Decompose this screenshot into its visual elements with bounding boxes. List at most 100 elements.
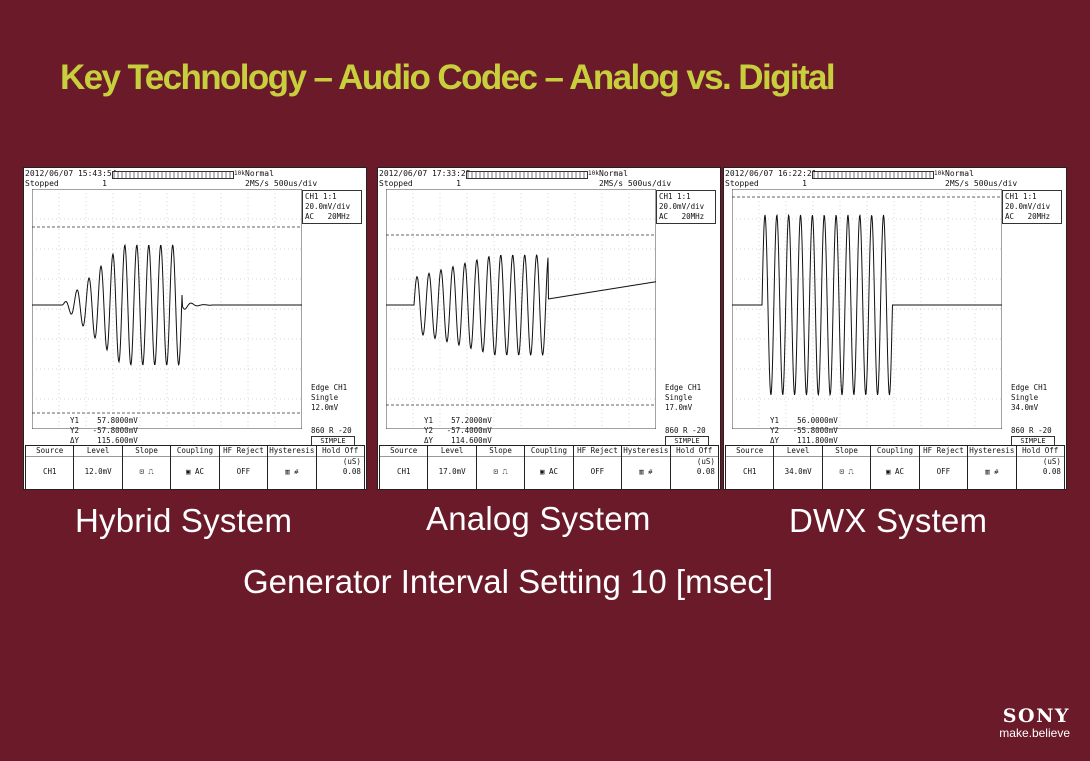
source-value: CH1 <box>742 467 757 476</box>
hysteresis-icons: ▥ ⧣ <box>285 467 299 476</box>
cursor-dy: 111.800mV <box>797 436 838 445</box>
coupling-value-row: ▣ AC <box>539 467 558 476</box>
hold-off-value: 0.08 <box>696 467 715 476</box>
hold-off-unit: (uS) <box>1042 457 1061 466</box>
waveform-plot <box>32 189 302 429</box>
logo-tagline: make.believe <box>999 726 1070 740</box>
hold-off-unit: (uS) <box>696 457 715 466</box>
hf-reject-header: HF Reject <box>919 446 968 457</box>
trigger-info: Edge CH1 Single 12.0mV <box>311 383 347 413</box>
logo-brand: SONY <box>1002 705 1070 727</box>
slope-icons: ⊡ ⎍ <box>493 467 508 476</box>
coupling-cell: Coupling ▣ AC <box>871 446 920 489</box>
cursor-y1: 57.2000mV <box>451 416 492 425</box>
slope-header: Slope <box>822 446 871 457</box>
slope-header: Slope <box>476 446 525 457</box>
hold-off-cell: Hold Off (uS) 0.08 <box>316 446 364 489</box>
source-header: Source <box>726 446 774 457</box>
scope-mode: Normal <box>945 169 974 178</box>
oscilloscope-screen-analog: 2012/06/07 17:33:25 Stopped 1 10k Normal… <box>377 167 721 490</box>
timebase-bar-label: 10k <box>588 170 599 177</box>
slide-title: Key Technology – Audio Codec – Analog vs… <box>60 58 836 97</box>
slope-icons: ⊡ ⎍ <box>139 467 154 476</box>
hysteresis-icons: ▥ ⧣ <box>639 467 653 476</box>
trigger-source: Edge CH1 <box>311 383 348 392</box>
source-header: Source <box>380 446 428 457</box>
scope-header-right: Normal 2MS/s 500us/div <box>599 169 671 189</box>
timebase-bar-label: 10k <box>234 170 245 177</box>
timebase-bar <box>112 171 234 179</box>
channel-info-box: CH1 1:1 20.0mV/div AC 20MHz <box>1002 190 1062 224</box>
coupling-header: Coupling <box>525 446 573 457</box>
channel-info-box: CH1 1:1 20.0mV/div AC 20MHz <box>656 190 716 224</box>
source-cell: Source CH1 <box>26 446 75 489</box>
coupling-header: Coupling <box>171 446 219 457</box>
slope-cell: Slope ⊡ ⎍ <box>122 446 172 489</box>
timebase-bar <box>466 171 588 179</box>
trigger-info: Edge CH1 Single 34.0mV <box>1011 383 1047 413</box>
source-cell: Source CH1 <box>726 446 775 489</box>
coupling-header: Coupling <box>871 446 919 457</box>
hold-off-header: Hold Off <box>1016 446 1064 457</box>
hold-off-value: 0.08 <box>1042 467 1061 476</box>
slope-cell: Slope ⊡ ⎍ <box>476 446 526 489</box>
cursor-y1: 57.8000mV <box>97 416 138 425</box>
volts-per-div: 20.0mV/div <box>305 202 351 211</box>
level-value: 12.0mV <box>84 467 112 476</box>
timebase-bar <box>812 171 934 179</box>
scope-header-left: 2012/06/07 17:33:25 Stopped 1 <box>379 169 471 189</box>
record-info: 860 R -20 <box>311 426 352 435</box>
trigger-level: 17.0mV <box>665 403 693 412</box>
slope-icons: ⊡ ⎍ <box>839 467 854 476</box>
channel-label: CH1 1:1 <box>1005 192 1037 201</box>
generator-setting-text: Generator Interval Setting 10 [msec] <box>243 563 774 600</box>
trigger-settings-bar: Source CH1 Level 17.0mV Slope ⊡ ⎍ Coupling ▣… <box>379 445 719 489</box>
source-value: CH1 <box>42 467 57 476</box>
hysteresis-cell: Hysteresis ▥ ⧣ <box>268 446 317 489</box>
scope-status: Stopped <box>725 179 759 188</box>
scope-header-right: Normal 2MS/s 500us/div <box>245 169 317 189</box>
trigger-mode: Single <box>311 393 339 402</box>
scope-datetime: 2012/06/07 17:33:25 <box>379 169 471 178</box>
hysteresis-icons: ▥ ⧣ <box>985 467 999 476</box>
scope-header-left: 2012/06/07 15:43:54 Stopped 1 <box>25 169 117 189</box>
coupling-bandwidth: AC 20MHz <box>659 212 705 221</box>
level-cell: Level 17.0mV <box>428 446 477 489</box>
cursor-y2: -55.8000mV <box>792 426 838 435</box>
record-info: 860 R -20 <box>665 426 706 435</box>
level-header: Level <box>74 446 122 457</box>
volts-per-div: 20.0mV/div <box>659 202 705 211</box>
trigger-source: Edge CH1 <box>665 383 702 392</box>
cursor-y1: 56.0000mV <box>797 416 838 425</box>
trigger-source: Edge CH1 <box>1011 383 1048 392</box>
channel-info-box: CH1 1:1 20.0mV/div AC 20MHz <box>302 190 362 224</box>
scope-rate: 2MS/s 500us/div <box>245 179 318 188</box>
cursor-dy: 115.600mV <box>97 436 138 445</box>
hold-off-header: Hold Off <box>670 446 718 457</box>
source-header: Source <box>26 446 74 457</box>
hf-reject-value: OFF <box>236 467 251 476</box>
scope-count: 1 <box>802 179 807 188</box>
hf-reject-cell: HF Reject OFF <box>219 446 269 489</box>
slope-header: Slope <box>122 446 171 457</box>
level-header: Level <box>428 446 476 457</box>
hf-reject-cell: HF Reject OFF <box>573 446 623 489</box>
trigger-mode: Single <box>1011 393 1039 402</box>
coupling-value: AC <box>194 467 204 476</box>
hf-reject-value: OFF <box>936 467 951 476</box>
trigger-level: 34.0mV <box>1011 403 1039 412</box>
cursor-y2: -57.4000mV <box>446 426 492 435</box>
waveform-trace <box>386 254 656 356</box>
hold-off-header: Hold Off <box>316 446 364 457</box>
cursor-readout: Y1 56.0000mV Y2 -55.8000mV ΔY 111.800mV <box>770 416 838 445</box>
caption-hybrid: Hybrid System <box>75 502 293 539</box>
scope-header-right: Normal 2MS/s 500us/div <box>945 169 1017 189</box>
trigger-settings-bar: Source CH1 Level 12.0mV Slope ⊡ ⎍ Coupling ▣… <box>25 445 365 489</box>
trigger-mode: Single <box>665 393 693 402</box>
volts-per-div: 20.0mV/div <box>1005 202 1051 211</box>
scope-rate: 2MS/s 500us/div <box>945 179 1018 188</box>
oscilloscope-screen-hybrid: 2012/06/07 15:43:54 Stopped 1 10k Normal… <box>23 167 367 490</box>
hf-reject-value: OFF <box>590 467 605 476</box>
coupling-bandwidth: AC 20MHz <box>1005 212 1051 221</box>
oscilloscope-screen-dwx: 2012/06/07 16:22:21 Stopped 1 10k Normal… <box>723 167 1067 490</box>
